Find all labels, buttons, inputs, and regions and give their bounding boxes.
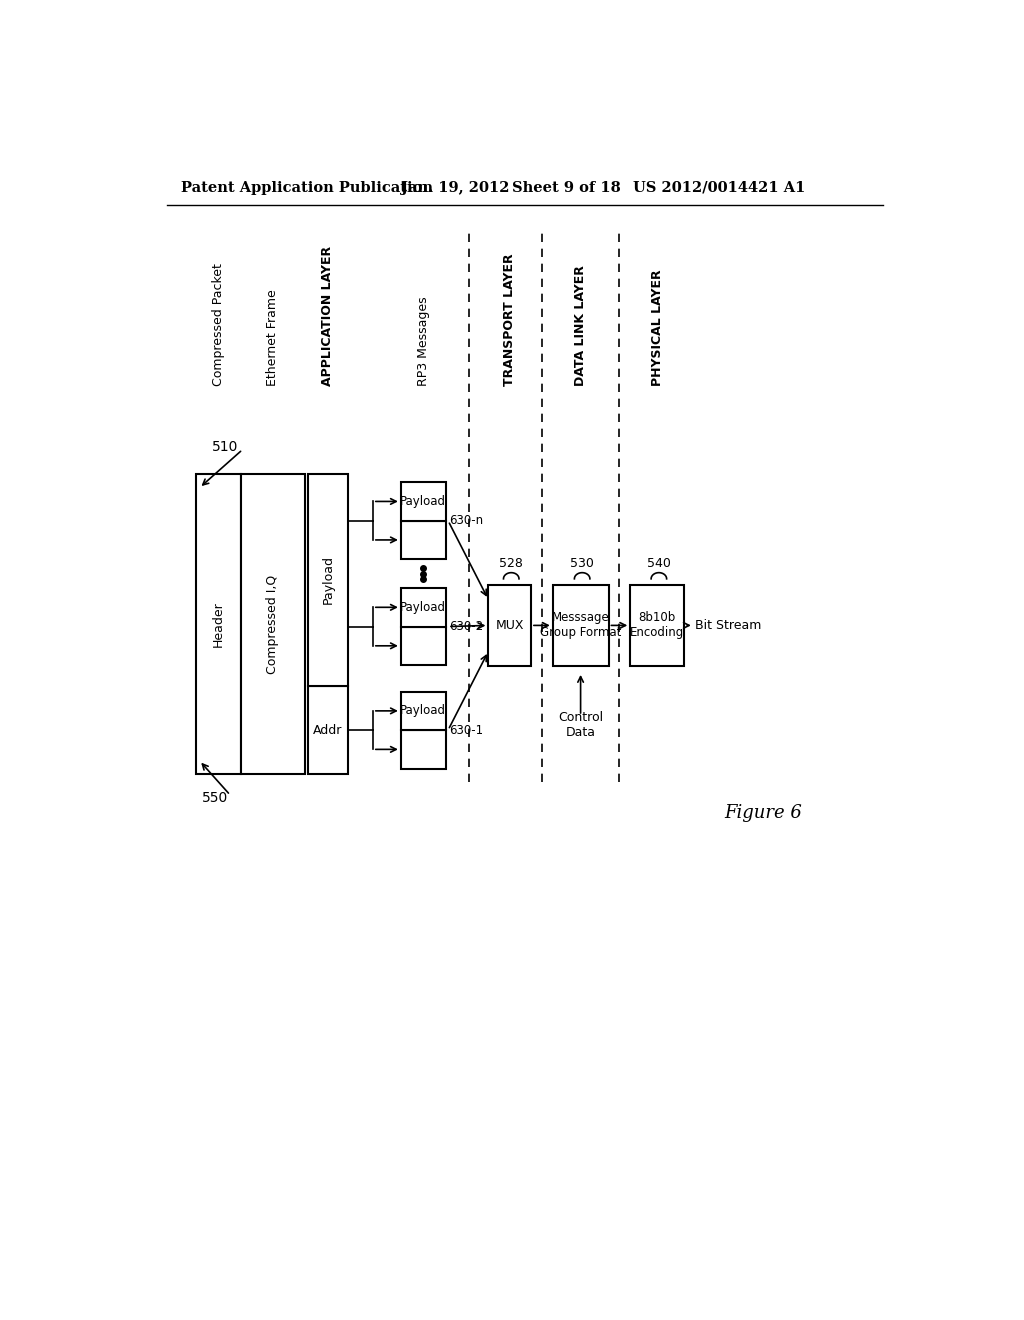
Text: Control
Data: Control Data	[558, 711, 603, 739]
Text: Patent Application Publication: Patent Application Publication	[180, 181, 433, 194]
Text: Compressed I,Q: Compressed I,Q	[266, 574, 280, 675]
Bar	[308, 686, 348, 775]
Text: Sheet 9 of 18: Sheet 9 of 18	[512, 181, 622, 194]
Text: DATA LINK LAYER: DATA LINK LAYER	[574, 265, 587, 385]
Text: Figure 6: Figure 6	[725, 804, 803, 822]
Text: 540: 540	[647, 557, 671, 570]
Text: 8b10b
Encoding: 8b10b Encoding	[630, 611, 684, 639]
Text: 630-2: 630-2	[449, 620, 483, 634]
Bar	[400, 589, 445, 627]
Text: Payload: Payload	[400, 705, 446, 717]
Text: Payload: Payload	[400, 495, 446, 508]
Text: PHYSICAL LAYER: PHYSICAL LAYER	[651, 269, 664, 385]
Text: Addr: Addr	[313, 723, 343, 737]
Bar	[197, 474, 241, 775]
Bar	[400, 520, 445, 560]
Text: TRANSPORT LAYER: TRANSPORT LAYER	[503, 253, 516, 385]
Bar	[488, 585, 531, 665]
Text: Jan. 19, 2012: Jan. 19, 2012	[400, 181, 509, 194]
Text: Bit Stream: Bit Stream	[695, 619, 762, 632]
Bar	[400, 730, 445, 768]
Text: Payload: Payload	[400, 601, 446, 614]
Bar	[241, 474, 305, 775]
Text: 528: 528	[500, 557, 523, 570]
Text: RP3 Messages: RP3 Messages	[417, 296, 430, 385]
Text: Compressed Packet: Compressed Packet	[212, 263, 225, 385]
Text: APPLICATION LAYER: APPLICATION LAYER	[322, 246, 335, 385]
Text: US 2012/0014421 A1: US 2012/0014421 A1	[633, 181, 806, 194]
Text: MUX: MUX	[496, 619, 524, 632]
Bar	[400, 627, 445, 665]
Text: 510: 510	[212, 440, 238, 454]
Bar	[630, 585, 684, 665]
Text: Header: Header	[212, 602, 225, 647]
Bar	[308, 474, 348, 686]
Text: 630-n: 630-n	[449, 515, 483, 527]
Text: 630-1: 630-1	[449, 723, 483, 737]
Bar	[400, 482, 445, 520]
Text: 530: 530	[570, 557, 594, 570]
Text: 550: 550	[202, 791, 228, 804]
Text: Ethernet Frame: Ethernet Frame	[266, 289, 280, 385]
Text: Payload: Payload	[322, 556, 335, 605]
Bar	[400, 692, 445, 730]
Text: Messsage
Group Format: Messsage Group Format	[540, 611, 622, 639]
Bar	[553, 585, 608, 665]
